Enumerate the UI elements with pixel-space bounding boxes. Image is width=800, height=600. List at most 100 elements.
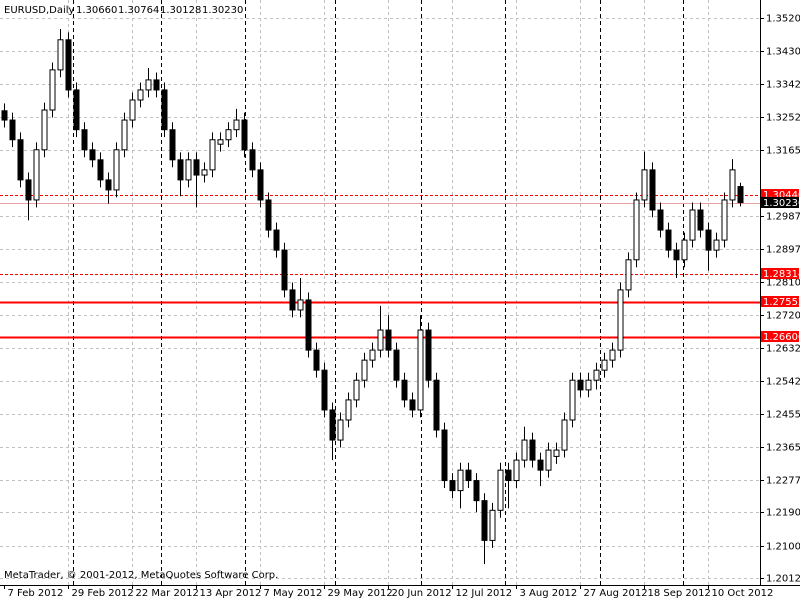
- y-tick-label: 1.21000: [766, 542, 800, 553]
- y-tick-label: 1.26325: [766, 344, 800, 355]
- candle-body: [545, 449, 552, 471]
- y-tick-label: 1.31650: [766, 146, 800, 157]
- candle-body: [585, 379, 592, 391]
- candle-body: [121, 119, 128, 151]
- y-tick-label: 1.28100: [766, 278, 800, 289]
- candle-body: [449, 480, 456, 492]
- candle-body: [473, 480, 480, 502]
- candle-body: [465, 469, 472, 482]
- candle-body: [129, 99, 136, 121]
- candle-body: [41, 109, 48, 151]
- candle-body: [729, 169, 736, 201]
- candle-body: [185, 159, 192, 181]
- candle-body: [161, 89, 168, 131]
- candle-body: [193, 159, 200, 176]
- candle-body: [249, 149, 256, 171]
- candle-body: [385, 329, 392, 351]
- candle-body: [73, 89, 80, 131]
- candle-body: [345, 399, 352, 421]
- y-tick-label: 1.33425: [766, 80, 800, 91]
- candle-body: [721, 199, 728, 241]
- x-tick-label: 7 Feb 2012: [8, 588, 64, 599]
- x-tick-label: 20 Jun 2012: [392, 588, 452, 599]
- y-tick-label: 1.32525: [766, 113, 800, 124]
- candle-body: [329, 409, 336, 441]
- candle-body: [57, 39, 64, 71]
- x-tick-label: 7 May 2012: [264, 588, 323, 599]
- level-label: 1.30440: [763, 190, 800, 201]
- x-tick-label: 22 Mar 2012: [136, 588, 199, 599]
- candle-body: [577, 379, 584, 391]
- candle-body: [369, 349, 376, 361]
- x-tick-label: 10 Oct 2012: [712, 588, 774, 599]
- candle-body: [609, 349, 616, 361]
- level-label-box: [761, 197, 799, 208]
- candle-body: [377, 329, 384, 351]
- x-tick-label: 29 May 2012: [328, 588, 393, 599]
- candle-body: [393, 349, 400, 381]
- candle-body: [433, 379, 440, 431]
- candle-body: [737, 186, 744, 204]
- candle-body: [9, 119, 16, 141]
- candle-body: [441, 429, 448, 482]
- header-price: 1.30660: [76, 5, 117, 16]
- candle-body: [657, 209, 664, 231]
- x-tick-label: 27 Aug 2012: [584, 588, 648, 599]
- candle-body: [49, 69, 56, 111]
- candle-body: [265, 199, 272, 231]
- footer-text: MetaTrader, © 2001-2012, MetaQuotes Soft…: [4, 570, 278, 581]
- x-tick-label: 12 Jul 2012: [456, 588, 513, 599]
- candle-body: [257, 169, 264, 201]
- candle-body: [425, 329, 432, 381]
- candle-body: [569, 379, 576, 421]
- candle-body: [65, 39, 72, 91]
- candle-body: [89, 149, 96, 161]
- candle-body: [17, 139, 24, 181]
- candle-body: [313, 349, 320, 371]
- level-label-box: [761, 268, 799, 279]
- chart-title: EURUSD,Daily: [4, 5, 75, 16]
- x-tick-label: 13 Apr 2012: [200, 588, 262, 599]
- candle-body: [225, 129, 232, 141]
- y-tick-label: 1.25425: [766, 377, 800, 388]
- candle-body: [521, 439, 528, 461]
- header-price: 1.30764: [118, 5, 159, 16]
- candle-body: [1, 110, 8, 121]
- y-tick-label: 1.34300: [766, 47, 800, 58]
- candle-body: [25, 179, 32, 201]
- candle-body: [353, 379, 360, 401]
- candle-body: [481, 500, 488, 541]
- candle-body: [417, 329, 424, 411]
- candle-body: [337, 419, 344, 441]
- candle-body: [97, 159, 104, 181]
- y-tick-label: 1.24550: [766, 410, 800, 421]
- candle-body: [145, 79, 152, 91]
- candle-body: [153, 79, 160, 91]
- candle-body: [233, 119, 240, 131]
- y-tick-label: 1.20125: [766, 574, 800, 585]
- y-tick-label: 1.28975: [766, 245, 800, 256]
- candle-body: [105, 179, 112, 191]
- candle-body: [633, 199, 640, 261]
- candle-body: [649, 169, 656, 211]
- candle-body: [497, 469, 504, 511]
- candle-body: [177, 159, 184, 181]
- candle-body: [689, 209, 696, 241]
- candle-body: [137, 89, 144, 101]
- candle-body: [537, 459, 544, 471]
- candle-body: [625, 259, 632, 291]
- y-tick-label: 1.22775: [766, 476, 800, 487]
- level-label: 1.26600: [763, 332, 800, 343]
- candle-body: [513, 459, 520, 482]
- x-tick-label: 18 Sep 2012: [648, 588, 711, 599]
- candle-body: [713, 239, 720, 251]
- level-label: 1.28314: [763, 269, 800, 280]
- candle-body: [81, 129, 88, 151]
- candle-body: [241, 119, 248, 151]
- candle-body: [673, 249, 680, 261]
- candle-body: [273, 229, 280, 251]
- y-tick-label: 1.29875: [766, 212, 800, 223]
- level-label-box: [761, 331, 799, 342]
- candle-body: [401, 379, 408, 401]
